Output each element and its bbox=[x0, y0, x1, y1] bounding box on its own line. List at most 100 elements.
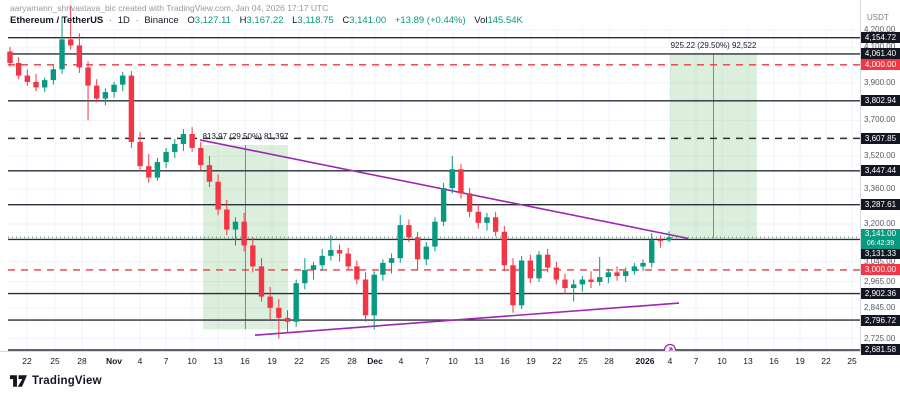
candle bbox=[440, 182, 447, 227]
time-tick-label: 4 bbox=[137, 356, 143, 366]
time-tick-label: 25 bbox=[320, 356, 330, 366]
candle bbox=[614, 266, 620, 281]
candle bbox=[553, 261, 560, 285]
price-range-label: 813.97 (29.50%) 81,397 bbox=[203, 132, 289, 141]
candle bbox=[666, 231, 672, 243]
current-price-label: 3,141.00 06:42:39 bbox=[861, 229, 900, 250]
candle bbox=[154, 157, 161, 181]
time-tick-label: 2026 bbox=[635, 356, 655, 366]
time-tick-label: 13 bbox=[743, 356, 753, 366]
candle bbox=[276, 299, 282, 339]
high-value: 3,167.22 bbox=[246, 15, 284, 26]
candle bbox=[206, 155, 213, 188]
tradingview-logo[interactable]: TradingView bbox=[10, 374, 102, 388]
time-tick-label: 19 bbox=[795, 356, 805, 366]
candle bbox=[501, 226, 508, 272]
candle bbox=[94, 79, 100, 103]
trendline-ascending-support[interactable] bbox=[254, 302, 680, 336]
candle bbox=[579, 275, 586, 292]
price-level-label: 4,061.40 bbox=[861, 48, 900, 60]
candle bbox=[397, 215, 403, 263]
candle bbox=[319, 248, 325, 272]
exchange-label: Binance bbox=[144, 15, 179, 26]
tradingview-logo-text: TradingView bbox=[32, 375, 102, 387]
candle bbox=[302, 258, 308, 290]
candle bbox=[623, 267, 629, 282]
price-level-label: 3,447.44 bbox=[861, 165, 900, 177]
time-tick-label: 28 bbox=[347, 356, 357, 366]
bottom-bar: 22 25 28 Nov 4 7 10 13 16 19 22 25 28 Dec 4 7 10 13 16 19 22… bbox=[0, 351, 861, 400]
price-level-label: 3,000.00 bbox=[861, 264, 900, 276]
interval-label[interactable]: 1D bbox=[117, 15, 130, 26]
price-tick-label: 3,520.00 bbox=[864, 150, 896, 160]
low-label: L bbox=[292, 15, 298, 26]
candle bbox=[423, 241, 429, 266]
separator-dot: · bbox=[108, 15, 113, 26]
candle bbox=[284, 310, 291, 334]
candle bbox=[449, 155, 455, 194]
candle bbox=[241, 212, 247, 252]
time-tick-label: 10 bbox=[448, 356, 458, 366]
currency-label: USDT bbox=[867, 13, 889, 22]
candle bbox=[544, 248, 551, 273]
time-tick-label: 28 bbox=[77, 356, 87, 366]
symbol-info-bar: Ethereum / TetherUS · 1D · Binance O3,12… bbox=[10, 15, 523, 26]
candle bbox=[146, 153, 152, 183]
candle bbox=[250, 237, 256, 273]
time-axis[interactable]: 22 25 28 Nov 4 7 10 13 16 19 22 25 28 Dec 4 7 10 13 16 19 22… bbox=[0, 352, 861, 370]
time-tick-label: 4 bbox=[667, 356, 673, 366]
price-level-label: 4,000.00 bbox=[861, 59, 900, 71]
time-tick-label: 25 bbox=[847, 356, 857, 366]
candle bbox=[68, 5, 74, 50]
change-value: +13.89 (+0.44%) bbox=[394, 15, 466, 26]
candle bbox=[293, 279, 299, 327]
candle bbox=[388, 253, 395, 274]
candle bbox=[336, 244, 343, 262]
candle bbox=[198, 141, 204, 171]
time-tick-label: 4 bbox=[398, 356, 404, 366]
price-tick-label: 2,725.00 bbox=[864, 333, 896, 343]
time-tick-label: 10 bbox=[717, 356, 727, 366]
symbol-name[interactable]: Ethereum / TetherUS bbox=[10, 15, 104, 26]
time-tick-label: 22 bbox=[294, 356, 304, 366]
candle bbox=[588, 271, 594, 289]
candle bbox=[128, 71, 135, 148]
open-label: O bbox=[187, 15, 195, 26]
candle bbox=[458, 164, 464, 199]
low-value: 3,118.75 bbox=[297, 15, 334, 26]
volume-value: 145.54K bbox=[487, 15, 523, 26]
price-level-label: 2,681.58 bbox=[861, 344, 900, 356]
time-tick-label: 25 bbox=[50, 356, 60, 366]
candle bbox=[137, 132, 143, 172]
candle bbox=[310, 261, 317, 280]
candle bbox=[180, 129, 187, 151]
candle bbox=[649, 232, 655, 268]
price-tick-label: 3,700.00 bbox=[864, 115, 896, 125]
candle bbox=[41, 77, 48, 93]
high-label: H bbox=[239, 15, 247, 26]
price-tick-label: 3,360.00 bbox=[864, 184, 896, 194]
time-tick-label: 19 bbox=[526, 356, 536, 366]
candle bbox=[371, 271, 377, 330]
candle bbox=[631, 262, 638, 275]
price-level-label: 2,796.72 bbox=[861, 314, 900, 326]
price-tick-label: 2,965.00 bbox=[864, 276, 896, 286]
time-tick-label: 7 bbox=[163, 356, 169, 366]
candle bbox=[510, 258, 516, 313]
candle bbox=[475, 204, 481, 229]
candle bbox=[527, 254, 534, 284]
time-tick-label: 7 bbox=[424, 356, 430, 366]
time-tick-label: 7 bbox=[693, 356, 699, 366]
candle bbox=[466, 188, 473, 218]
candle bbox=[7, 47, 13, 67]
time-tick-label: 16 bbox=[500, 356, 510, 366]
candle bbox=[189, 127, 195, 152]
tradingview-logo-icon bbox=[10, 375, 27, 387]
price-axis[interactable]: USDT 4,200.00 4,100.00 3,900.00 3,700.00 3,5… bbox=[860, 0, 900, 400]
candle bbox=[605, 268, 612, 284]
candle bbox=[345, 247, 351, 270]
time-tick-label: 19 bbox=[267, 356, 277, 366]
price-tick-label: 4,100.00 bbox=[864, 42, 896, 52]
